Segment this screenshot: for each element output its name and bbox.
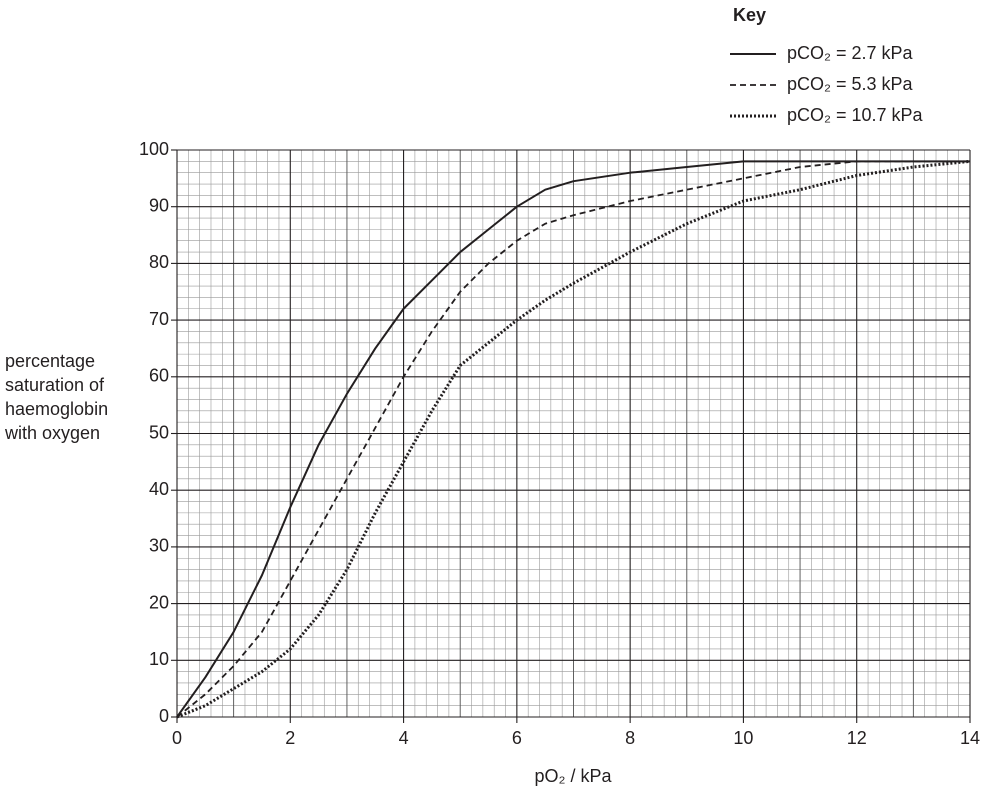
y-tick-label: 0: [159, 706, 169, 726]
x-tick-label: 6: [512, 728, 522, 748]
y-tick-label: 20: [149, 592, 169, 612]
x-axis-label: pO₂ / kPa: [534, 766, 612, 786]
y-axis-label: percentage: [5, 351, 95, 371]
y-tick-label: 100: [139, 139, 169, 159]
legend-label: pCO₂ = 2.7 kPa: [787, 43, 914, 63]
y-tick-label: 40: [149, 479, 169, 499]
y-tick-label: 10: [149, 649, 169, 669]
x-tick-label: 2: [285, 728, 295, 748]
legend-label: pCO₂ = 5.3 kPa: [787, 74, 914, 94]
y-tick-label: 90: [149, 195, 169, 215]
line-series: [176, 160, 970, 718]
y-tick-label: 30: [149, 536, 169, 556]
x-tick-label: 12: [847, 728, 867, 748]
x-tick-label: 4: [399, 728, 409, 748]
x-tick-label: 0: [172, 728, 182, 748]
y-axis-label: haemoglobin: [5, 399, 108, 419]
y-tick-label: 60: [149, 366, 169, 386]
legend-title: Key: [733, 5, 766, 25]
x-tick-label: 8: [625, 728, 635, 748]
x-tick-label: 14: [960, 728, 980, 748]
legend-label: pCO₂ = 10.7 kPa: [787, 105, 924, 125]
x-tick-label: 10: [733, 728, 753, 748]
y-tick-label: 70: [149, 309, 169, 329]
y-tick-label: 80: [149, 252, 169, 272]
line-series: [176, 160, 970, 718]
y-axis-label: with oxygen: [4, 423, 100, 443]
y-axis-label: saturation of: [5, 375, 105, 395]
y-tick-label: 50: [149, 422, 169, 442]
